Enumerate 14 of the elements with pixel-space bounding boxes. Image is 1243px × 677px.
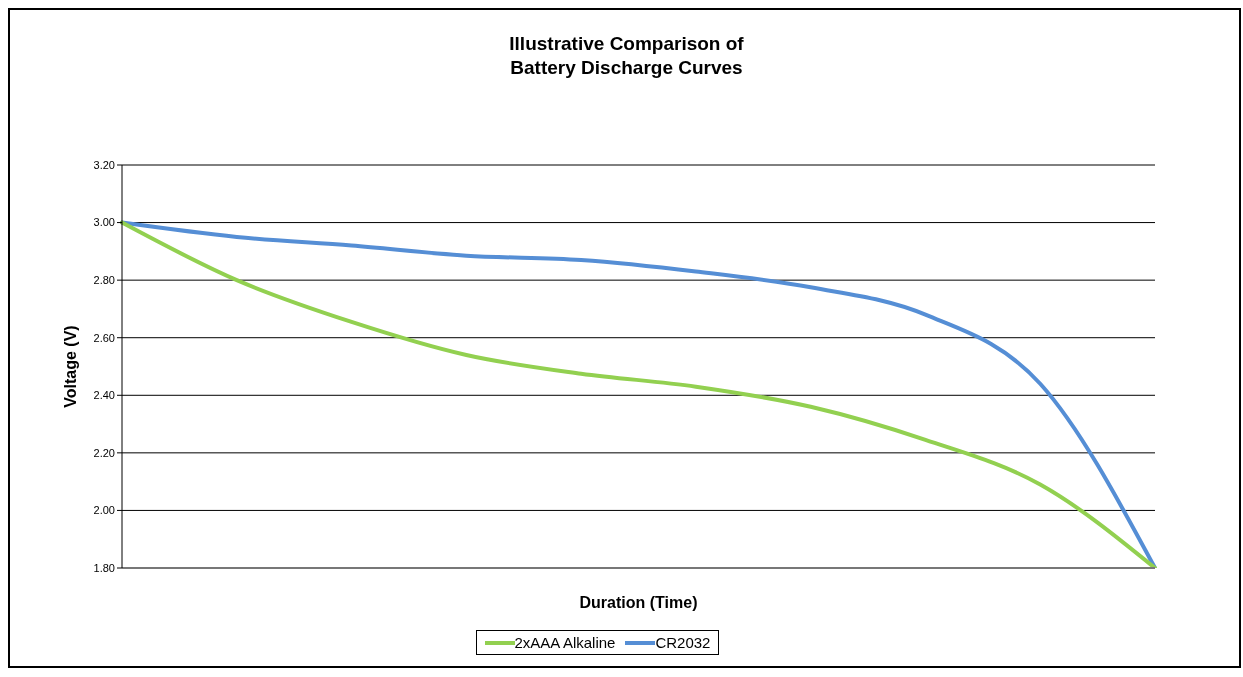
y-tick-label: 2.60 xyxy=(93,331,115,344)
x-axis-title: Duration (Time) xyxy=(579,594,698,611)
y-tick-label: 2.40 xyxy=(93,389,115,402)
chart-title: Illustrative Comparison of Battery Discharge Curves xyxy=(508,32,745,80)
y-tick-label: 2.00 xyxy=(93,504,115,517)
legend-label: 2xAAA Alkaline xyxy=(514,634,616,651)
y-axis-title: Voltage (V) xyxy=(61,325,79,408)
legend-label: CR2032 xyxy=(655,634,711,651)
y-tick-label: 2.20 xyxy=(93,446,115,459)
y-tick-label: 3.20 xyxy=(93,158,115,171)
y-tick-label: 1.80 xyxy=(93,561,115,574)
y-tick-label: 3.00 xyxy=(93,216,115,229)
line-series xyxy=(120,220,1157,568)
y-tick-label: 2.80 xyxy=(93,274,115,287)
